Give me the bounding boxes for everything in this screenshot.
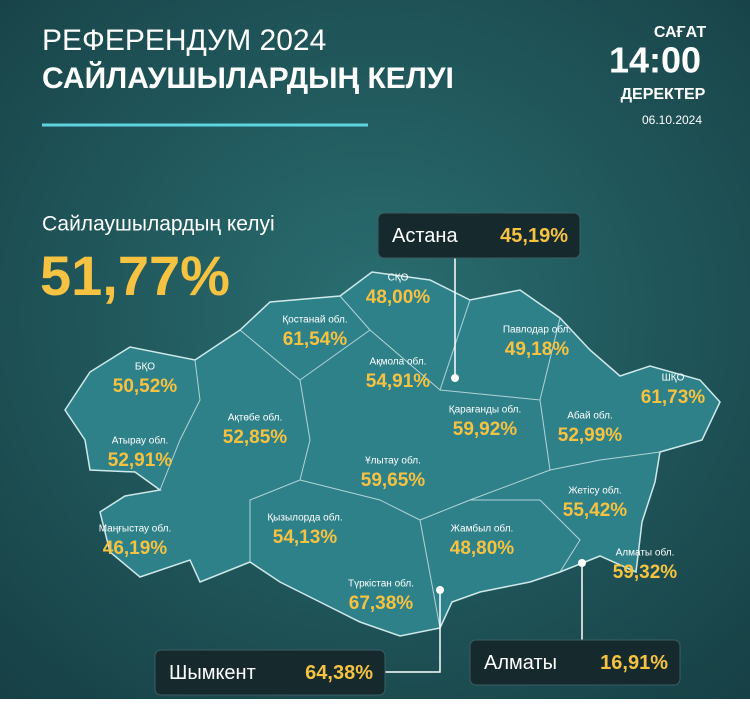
- region-label: Жамбыл обл.: [451, 523, 514, 535]
- region-label: Жетісу обл.: [568, 485, 621, 497]
- city-value: 64,38%: [305, 662, 373, 684]
- region-label: Алматы обл.: [616, 547, 675, 559]
- subtitle: САЙЛАУШЫЛАРДЫҢ КЕЛУІ: [42, 61, 454, 95]
- region-label: Қостанай обл.: [282, 314, 347, 326]
- city-label: Алматы: [484, 652, 557, 674]
- region-label: Қарағанды обл.: [449, 404, 522, 416]
- almaty-dot: [578, 559, 586, 567]
- map: [64, 271, 721, 637]
- region-value: 46,19%: [103, 538, 168, 559]
- shymkent-dot: [436, 586, 444, 594]
- city-box: [154, 649, 386, 696]
- region-value: 59,65%: [361, 470, 426, 491]
- region-label: СҚО: [388, 273, 409, 284]
- region-label: Маңғыстау обл.: [99, 523, 172, 535]
- region-value: 59,92%: [453, 419, 518, 440]
- region-value: 54,13%: [273, 527, 338, 548]
- region-value: 61,73%: [641, 387, 706, 408]
- region-label: Ақмола обл.: [370, 356, 427, 368]
- city-box: [469, 639, 681, 686]
- region-label: ШҚО: [662, 373, 685, 384]
- time: 14:00: [609, 40, 701, 81]
- city-label: Астана: [392, 225, 458, 247]
- city-value: 45,19%: [500, 225, 568, 247]
- region-label: Абай обл.: [567, 410, 613, 422]
- region-value: 52,99%: [558, 425, 623, 446]
- region-value: 67,38%: [349, 593, 414, 614]
- region-label: БҚО: [135, 362, 155, 373]
- region-label: Қызылорда обл.: [267, 512, 342, 524]
- region-value: 50,52%: [113, 376, 178, 397]
- region-value: 54,91%: [366, 371, 431, 392]
- time-label: САҒАТ: [654, 24, 707, 41]
- region-value: 49,18%: [505, 339, 570, 360]
- total-value: 51,77%: [40, 244, 230, 307]
- data-label: ДЕРЕКТЕР: [621, 86, 706, 103]
- region-label: Атырау обл.: [112, 435, 168, 447]
- total-label: Сайлаушылардың келуі: [42, 213, 275, 236]
- city-label: Шымкент: [169, 662, 256, 684]
- title: РЕФЕРЕНДУМ 2024: [42, 24, 326, 57]
- region-value: 59,32%: [613, 562, 678, 583]
- labels: СҚО 48,00% Қостанай обл. 61,54% Павлодар обл…: [99, 212, 706, 696]
- region-label: Павлодар обл.: [503, 324, 571, 336]
- region-value: 48,00%: [366, 287, 431, 308]
- astana-dot: [451, 374, 459, 382]
- city-value: 16,91%: [600, 652, 668, 674]
- region-value: 61,54%: [283, 329, 348, 350]
- region-value: 52,91%: [108, 450, 173, 471]
- region-value: 48,80%: [450, 538, 515, 559]
- region-value: 55,42%: [563, 500, 628, 521]
- region-label: Түркістан обл.: [348, 578, 414, 590]
- callouts: [385, 258, 583, 673]
- region-label: Ұлытау обл.: [365, 455, 421, 467]
- city-box: [377, 212, 581, 259]
- region-value: 52,85%: [223, 427, 288, 448]
- region-label: Ақтөбе обл.: [228, 412, 283, 424]
- date: 06.10.2024: [642, 113, 702, 127]
